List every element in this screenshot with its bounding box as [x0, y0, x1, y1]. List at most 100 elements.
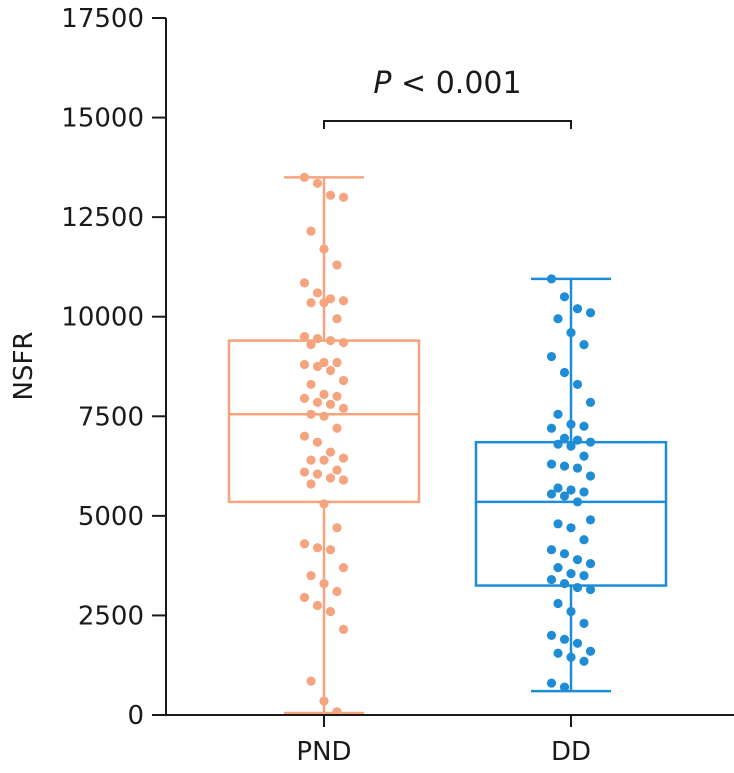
p-value: < 0.001: [392, 66, 522, 101]
y-axis-title: NSFR: [9, 332, 39, 401]
data-point: [312, 178, 323, 188]
y-tick-label: 2500: [78, 601, 144, 631]
data-point: [338, 192, 349, 202]
data-point: [306, 571, 316, 581]
x-axis-ticks: PND DD: [296, 715, 591, 767]
data-point: [338, 338, 349, 348]
data-point: [546, 351, 557, 362]
data-point: [559, 367, 570, 378]
data-point: [325, 447, 336, 457]
data-point: [319, 499, 329, 509]
data-point: [579, 618, 589, 628]
data-point: [546, 678, 557, 688]
data-point: [312, 361, 323, 372]
data-point: [306, 226, 316, 236]
data-point: [579, 656, 589, 666]
significance-label: P < 0.001: [373, 66, 521, 101]
data-point: [325, 606, 336, 617]
data-point: [338, 563, 349, 573]
data-point: [338, 296, 349, 306]
data-point: [553, 519, 563, 529]
data-point: [572, 497, 583, 507]
y-axis-ticks: 0 2500 5000 7500 10000 12500 15000 17500: [61, 4, 166, 731]
data-point: [325, 399, 336, 409]
data-point: [566, 606, 576, 617]
data-point: [338, 624, 349, 634]
data-point: [559, 578, 570, 589]
data-point: [306, 339, 316, 350]
data-points: [299, 172, 596, 717]
data-point: [559, 634, 570, 644]
data-point: [553, 439, 563, 449]
data-point: [312, 397, 323, 407]
data-point: [585, 646, 596, 656]
data-point: [332, 391, 342, 401]
data-point: [338, 453, 349, 463]
data-point: [546, 459, 557, 469]
data-point: [306, 676, 316, 686]
data-point: [332, 423, 342, 433]
data-point: [319, 455, 329, 465]
significance-bracket: [323, 120, 572, 129]
data-point: [546, 274, 557, 284]
data-point: [319, 696, 329, 706]
y-tick-label: 5000: [78, 502, 144, 532]
data-point: [338, 375, 349, 386]
data-point: [332, 523, 342, 533]
data-point: [546, 545, 557, 555]
data-point: [559, 433, 570, 443]
data-point: [306, 409, 316, 419]
data-point: [299, 393, 310, 403]
data-point: [579, 571, 589, 581]
data-point: [579, 339, 589, 350]
data-point: [325, 336, 336, 346]
data-point: [566, 328, 576, 338]
data-point: [299, 592, 310, 603]
data-point: [319, 298, 329, 308]
data-point: [559, 549, 570, 559]
data-point: [553, 648, 563, 658]
data-point: [312, 437, 323, 447]
data-point: [338, 403, 349, 413]
data-point: [332, 314, 342, 324]
data-point: [319, 389, 329, 399]
data-point: [553, 409, 563, 419]
data-point: [306, 455, 316, 465]
data-point: [299, 332, 310, 342]
data-point: [306, 379, 316, 390]
data-point: [332, 357, 342, 368]
data-point: [299, 539, 310, 549]
data-point: [559, 491, 570, 501]
data-point: [332, 260, 342, 270]
data-point: [546, 630, 557, 640]
x-tick-label: DD: [551, 737, 591, 767]
data-point: [566, 441, 576, 451]
data-point: [312, 288, 323, 298]
data-point: [546, 489, 557, 499]
data-point: [559, 292, 570, 302]
data-point: [559, 461, 570, 471]
data-point: [338, 475, 349, 485]
data-point: [572, 379, 583, 390]
box-plots: [227, 176, 668, 715]
y-tick-label: 15000: [61, 104, 144, 134]
data-point: [546, 423, 557, 433]
y-tick-label: 0: [127, 701, 144, 731]
data-point: [572, 638, 583, 648]
data-point: [312, 543, 323, 553]
data-point: [325, 545, 336, 555]
data-point: [579, 451, 589, 461]
data-point: [299, 467, 310, 477]
data-point: [312, 469, 323, 479]
data-point: [585, 471, 596, 481]
data-point: [566, 652, 576, 662]
data-point: [312, 334, 323, 344]
data-point: [553, 563, 563, 573]
data-point: [325, 473, 336, 483]
data-point: [566, 523, 576, 533]
data-point: [579, 535, 589, 545]
data-point: [553, 314, 563, 324]
data-point: [319, 244, 329, 254]
data-point: [572, 435, 583, 445]
